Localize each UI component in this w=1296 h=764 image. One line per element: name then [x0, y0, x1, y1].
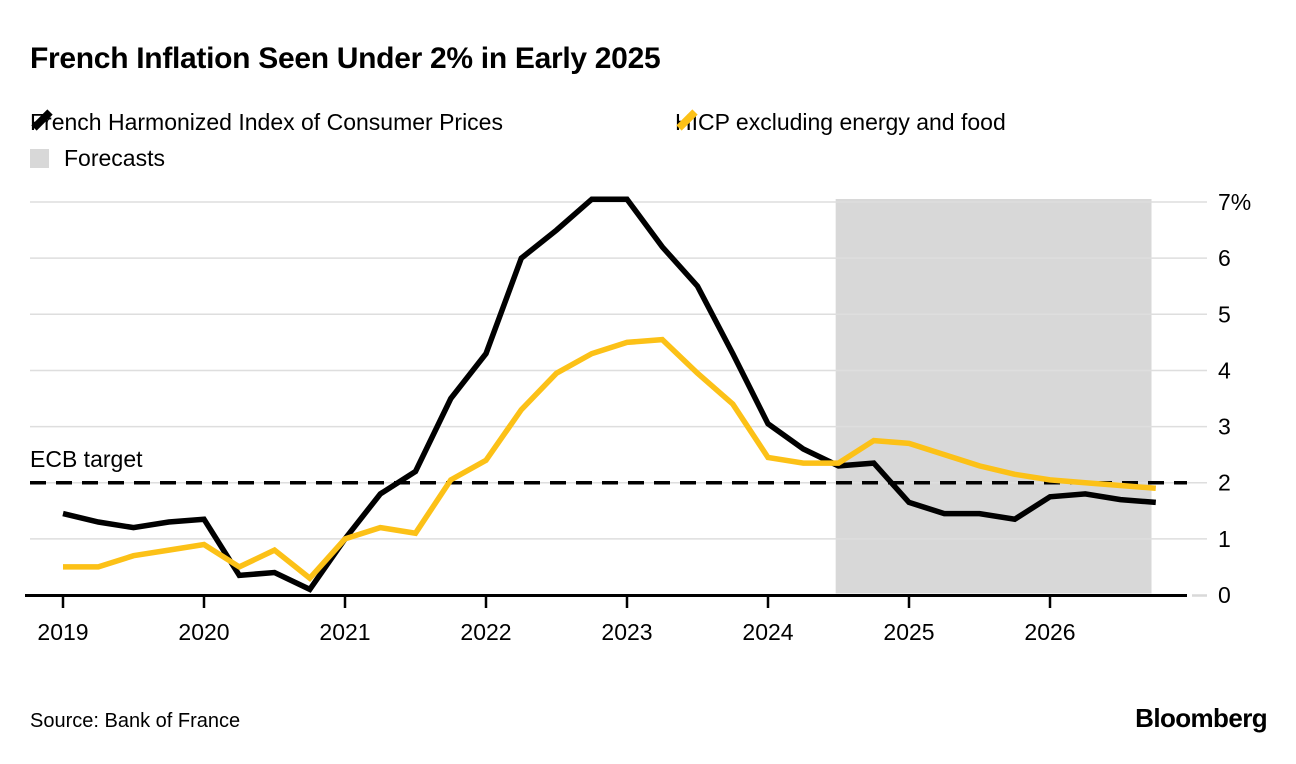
- x-axis-label: 2026: [1024, 619, 1075, 645]
- y-axis-label: 0: [1218, 582, 1231, 608]
- y-axis-label: 7%: [1218, 189, 1251, 215]
- gray-square-swatch-icon: [30, 148, 49, 168]
- yellow-line-swatch-icon: [676, 109, 698, 131]
- ecb-target-label: ECB target: [30, 446, 143, 472]
- black-line-swatch-icon: [31, 109, 53, 131]
- x-axis-label: 2025: [883, 619, 934, 645]
- x-axis-label: 2021: [319, 619, 370, 645]
- x-axis-label: 2024: [742, 619, 793, 645]
- x-axis-label: 2020: [178, 619, 229, 645]
- legend-item-forecasts: Forecasts: [30, 144, 165, 172]
- y-axis-label: 1: [1218, 526, 1231, 552]
- core-hicp-line: [63, 336, 1157, 582]
- chart-title: French Inflation Seen Under 2% in Early …: [30, 42, 661, 75]
- legend-item-core-hicp: HICP excluding energy and food: [675, 108, 1006, 136]
- y-axis-label: 4: [1218, 357, 1231, 383]
- x-axis-label: 2022: [460, 619, 511, 645]
- legend-label-forecasts: Forecasts: [64, 144, 165, 171]
- x-axis-label: 2023: [601, 619, 652, 645]
- y-axis-label: 2: [1218, 470, 1231, 496]
- legend-item-hicp: French Harmonized Index of Consumer Pric…: [30, 108, 503, 136]
- y-axis-label: 3: [1218, 414, 1231, 440]
- source-note: Source: Bank of France: [30, 710, 241, 732]
- x-axis-label: 2019: [37, 619, 88, 645]
- legend-label-core-hicp: HICP excluding energy and food: [675, 108, 1006, 135]
- bloomberg-logo: Bloomberg: [1135, 703, 1267, 733]
- y-axis-label: 6: [1218, 245, 1231, 271]
- legend-label-hicp: French Harmonized Index of Consumer Pric…: [30, 108, 503, 135]
- forecast-band: [835, 199, 1152, 594]
- y-axis-label: 5: [1218, 301, 1231, 327]
- hicp-line: [62, 196, 1157, 593]
